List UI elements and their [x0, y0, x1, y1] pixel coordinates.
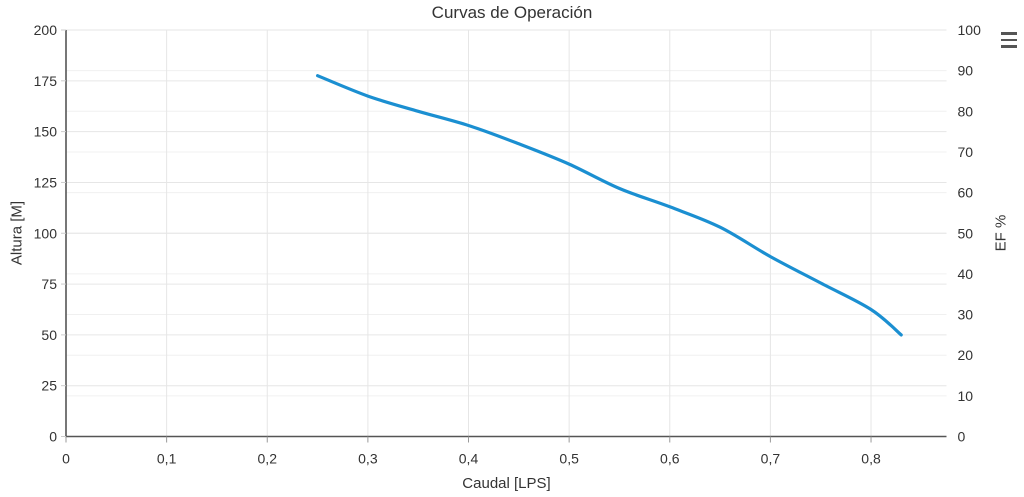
y-left-tick-label: 200: [34, 22, 58, 38]
y-left-tick-label: 75: [41, 276, 57, 292]
y-right-tick-label: 10: [958, 388, 974, 404]
y-left-tick-label: 100: [34, 225, 58, 241]
hamburger-menu-icon: [1001, 38, 1017, 42]
y-right-tick-label: 90: [958, 63, 974, 79]
y-right-tick-label: 60: [958, 185, 974, 201]
y-left-tick-label: 175: [34, 73, 58, 89]
hamburger-menu-icon: [1001, 32, 1017, 35]
x-tick-label: 0,5: [559, 451, 579, 467]
y-left-tick-label: 25: [41, 378, 57, 394]
series-line-altura[interactable]: [316, 74, 903, 337]
x-tick-label: 0,4: [459, 451, 479, 467]
y-right-tick-label: 100: [958, 22, 982, 38]
y-left-tick-label: 50: [41, 327, 57, 343]
y-left-tick-label: 125: [34, 174, 58, 190]
y-right-tick-label: 0: [958, 429, 966, 445]
y-right-tick-label: 80: [958, 103, 974, 119]
y-right-tick-label: 40: [958, 266, 974, 282]
x-tick-label: 0: [62, 451, 70, 467]
x-tick-label: 0,1: [157, 451, 177, 467]
y-axis-title-left: Altura [M]: [8, 200, 26, 266]
hamburger-menu-icon: [1001, 45, 1017, 48]
export-menu-button[interactable]: [998, 30, 1020, 50]
x-tick-label: 0,6: [660, 451, 680, 467]
y-right-tick-label: 70: [958, 144, 974, 160]
y-right-tick-label: 30: [958, 307, 974, 323]
y-left-tick-label: 0: [49, 429, 57, 445]
y-left-tick-label: 150: [34, 124, 58, 140]
x-tick-label: 0,2: [258, 451, 278, 467]
x-tick-label: 0,7: [761, 451, 781, 467]
y-right-tick-label: 50: [958, 225, 974, 241]
x-axis-title: Caudal [LPS]: [462, 475, 551, 492]
y-right-tick-label: 20: [958, 347, 974, 363]
y-axis-title-right: EF %: [992, 214, 1010, 252]
x-tick-label: 0,3: [358, 451, 378, 467]
x-tick-label: 0,8: [861, 451, 881, 467]
chart-title: Curvas de Operación: [431, 3, 593, 22]
